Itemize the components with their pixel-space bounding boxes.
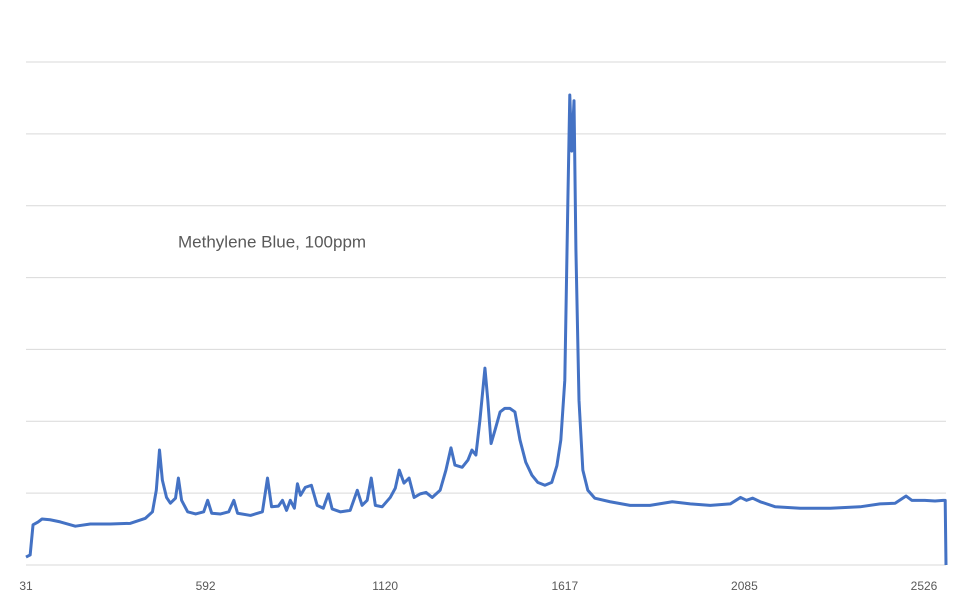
x-tick-label: 2526 (911, 579, 938, 593)
x-tick-label: 592 (196, 579, 216, 593)
annotation: Methylene Blue, 100ppm (178, 232, 366, 251)
x-tick-label: 1617 (551, 579, 578, 593)
x-tick-label: 2085 (731, 579, 758, 593)
x-tick-label: 31 (19, 579, 33, 593)
x-tick-label: 1120 (372, 579, 398, 593)
spectrum-line (25, 93, 948, 566)
